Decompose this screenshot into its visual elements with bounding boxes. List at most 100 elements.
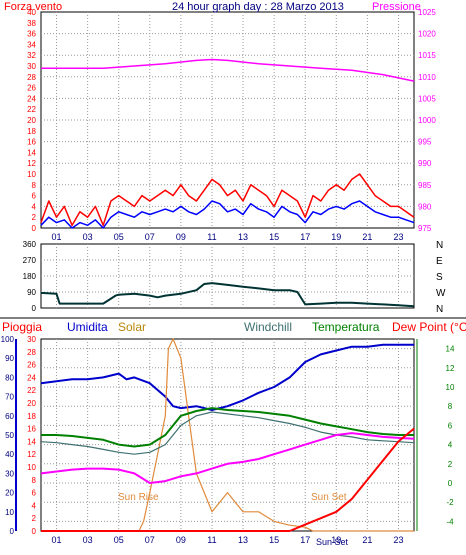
series-humidity [40,343,414,411]
legend-temperature: Temperatura [312,320,380,334]
y-tick-label-wind: 18 [27,127,36,136]
y-tick-label-rain: 10 [27,463,36,472]
y-tick-label-rain: 16 [27,425,36,434]
y-tick-label-direction: 360 [23,240,37,249]
y-tick-label-wind: 2 [32,213,37,222]
compass-label: N [436,304,443,315]
compass-label: E [436,256,443,267]
y-tick-label-humidity: 50 [5,431,14,440]
y-tick-label-rain: 28 [27,348,36,357]
y-tick-label-pressure: 980 [418,202,432,211]
y-tick-label-humidity: 40 [5,450,14,459]
series-pressure [41,58,415,82]
y-tick-label-humidity: 0 [10,527,15,536]
x-tick-label: 09 [176,535,186,545]
compass-label: N [436,240,443,251]
y-tick-label-pressure: 1020 [418,30,436,39]
y-tick-label-humidity: 10 [5,508,14,517]
y-tick-label-rain: 22 [27,386,36,395]
y-tick-label-temperature: 14 [446,345,455,354]
y-tick-label-wind: 32 [27,51,36,60]
y-tick-label-pressure: 1010 [418,73,436,82]
y-tick-label-rain: 12 [27,450,36,459]
series-rain [41,427,415,532]
y-tick-label-temperature: 8 [448,402,453,411]
y-tick-label-wind: 10 [27,170,36,179]
y-tick-label-pressure: 985 [418,181,432,190]
y-tick-label-humidity: 90 [5,354,14,363]
x-tick-label: 05 [114,232,124,242]
y-tick-label-wind: 26 [27,84,36,93]
page-title: 24 hour graph day : 28 Marzo 2013 [172,1,344,13]
y-tick-label-rain: 0 [32,527,37,536]
y-tick-label-direction: 90 [27,288,36,297]
compass-label: W [436,288,446,299]
x-tick-label: 19 [331,232,341,242]
y-tick-label-wind: 4 [32,202,37,211]
x-tick-label: 19 [331,535,341,545]
x-tick-label: 21 [362,535,372,545]
y-tick-label-rain: 24 [27,373,36,382]
x-tick-label: 03 [83,232,93,242]
legend-dewpoint: Dew Point (°C) [392,320,466,334]
y-tick-label-wind: 28 [27,73,36,82]
y-tick-label-wind: 40 [27,8,36,17]
y-tick-label-rain: 6 [32,489,37,498]
y-tick-label-temperature: 4 [448,441,453,450]
y-tick-label-wind: 34 [27,40,36,49]
series-windchill [40,411,415,455]
y-tick-label-pressure: 975 [418,224,432,233]
x-tick-label: 11 [207,232,216,242]
y-tick-label-wind: 30 [27,62,36,71]
x-tick-label: 23 [393,535,403,545]
y-tick-label-wind: 16 [27,138,36,147]
series-wind-gust [40,173,415,227]
y-tick-label-pressure: 1015 [418,51,436,60]
y-tick-label-wind: 38 [27,19,36,28]
x-tick-label: 13 [238,232,248,242]
y-tick-label-direction: 0 [32,304,37,313]
x-tick-label: 09 [176,232,186,242]
legend-solar: Solar [118,320,146,334]
annotation-sun-rise: Sun Rise [118,492,159,503]
x-tick-label: 03 [83,535,93,545]
y-tick-label-rain: 2 [32,514,37,523]
y-tick-label-temperature: 0 [448,479,453,488]
x-tick-label: 15 [269,535,279,545]
x-tick-label: 15 [269,232,279,242]
legend-humidity: Umidita [67,320,108,334]
x-tick-label: 07 [145,232,155,242]
legend-rain: Pioggia [2,320,42,334]
y-tick-label-rain: 26 [27,361,36,370]
y-tick-label-temperature: 12 [446,364,455,373]
y-tick-label-pressure: 990 [418,159,432,168]
y-tick-label-direction: 180 [23,272,37,281]
series-dewpoint [40,432,415,484]
y-tick-label-humidity: 100 [1,335,15,344]
y-tick-label-wind: 22 [27,105,36,114]
y-tick-label-wind: 20 [27,116,36,125]
y-tick-label-temperature: -4 [446,517,454,526]
series-temperature [41,407,414,448]
compass-label: S [436,272,443,283]
y-tick-label-rain: 20 [27,399,36,408]
y-tick-label-wind: 14 [27,148,36,157]
y-tick-label-humidity: 70 [5,393,14,402]
y-tick-label-direction: 270 [23,256,37,265]
pressure-label: Pressione [372,1,421,13]
y-tick-label-temperature: 6 [448,421,453,430]
x-tick-label: 17 [300,535,310,545]
y-tick-label-temperature: 10 [446,383,455,392]
legend-windchill: Windchill [244,320,292,334]
y-tick-label-humidity: 80 [5,373,14,382]
wind-force-label: Forza vento [4,1,62,13]
y-tick-label-rain: 30 [27,335,36,344]
y-tick-label-rain: 8 [32,476,37,485]
series-wind-direction [40,282,415,308]
y-tick-label-wind: 24 [27,94,36,103]
x-tick-label: 23 [393,232,403,242]
x-tick-label: 01 [52,232,62,242]
y-tick-label-wind: 36 [27,30,36,39]
